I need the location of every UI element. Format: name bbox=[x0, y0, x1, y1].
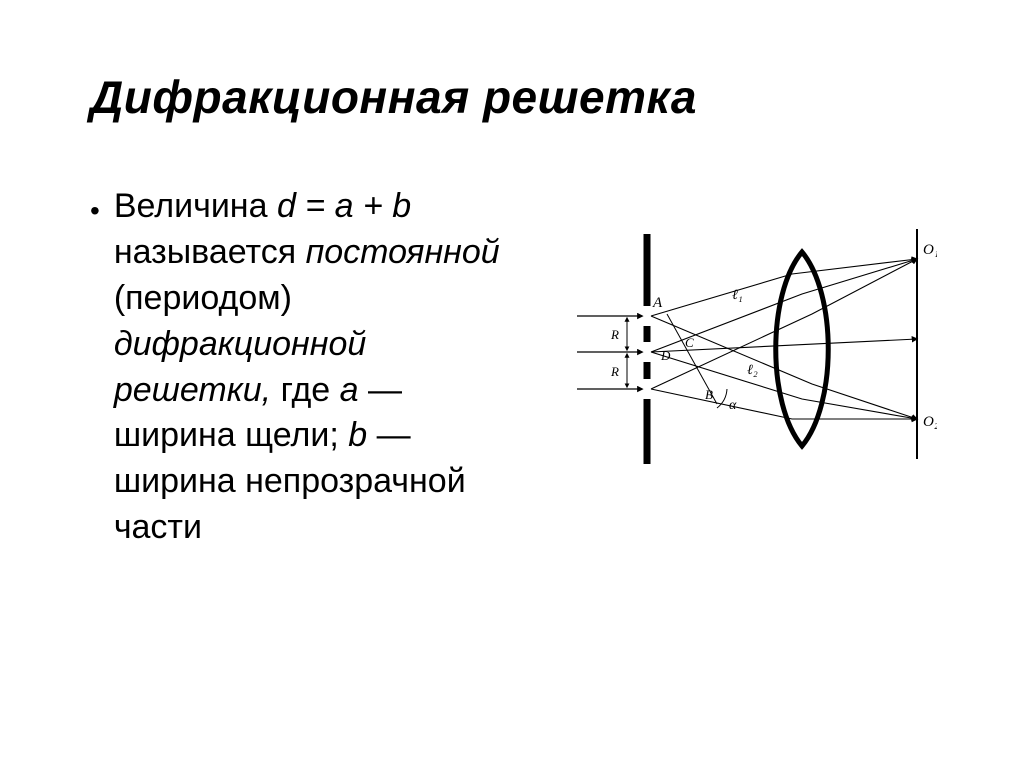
label-l1: ℓ₁ bbox=[732, 288, 743, 303]
label-B: B bbox=[705, 387, 713, 402]
var-b: b bbox=[348, 416, 367, 454]
label-D: D bbox=[660, 348, 671, 363]
bullet-column: • Величина d = a + b называется постоянн… bbox=[90, 184, 510, 551]
rays-to-O1 bbox=[651, 259, 917, 389]
diagram-column: O₁ O₂ A B C D ℓ₁ ℓ₂ α R R bbox=[540, 184, 954, 484]
label-O1: O₁ bbox=[923, 242, 937, 258]
label-C: C bbox=[685, 335, 694, 350]
slide: Дифракционная решетка • Величина d = a +… bbox=[0, 0, 1024, 768]
slide-content: • Величина d = a + b называется постоянн… bbox=[90, 184, 954, 551]
formula: d = a + b bbox=[277, 187, 411, 225]
slide-title: Дифракционная решетка bbox=[90, 70, 954, 124]
bullet-item: • Величина d = a + b называется постоянн… bbox=[90, 184, 510, 551]
text-chunk: Величина bbox=[114, 187, 277, 225]
label-R2: R bbox=[610, 364, 619, 379]
label-R1: R bbox=[610, 327, 619, 342]
var-a: а bbox=[340, 371, 359, 409]
text-chunk: (периодом) bbox=[114, 279, 292, 317]
text-chunk: называется bbox=[114, 233, 306, 271]
bullet-text: Величина d = a + b называется постоянной… bbox=[114, 184, 510, 551]
optics-diagram: O₁ O₂ A B C D ℓ₁ ℓ₂ α R R bbox=[557, 204, 937, 484]
labels: O₁ O₂ A B C D ℓ₁ ℓ₂ α R R bbox=[610, 242, 937, 430]
incoming-rays bbox=[577, 316, 642, 389]
em-term: постоянной bbox=[306, 233, 500, 271]
label-alpha: α bbox=[729, 398, 737, 413]
bullet-marker: • bbox=[90, 192, 100, 230]
label-A: A bbox=[652, 295, 663, 311]
label-O2: O₂ bbox=[923, 414, 937, 430]
label-l2: ℓ₂ bbox=[747, 363, 758, 378]
text-chunk: где bbox=[271, 371, 340, 409]
